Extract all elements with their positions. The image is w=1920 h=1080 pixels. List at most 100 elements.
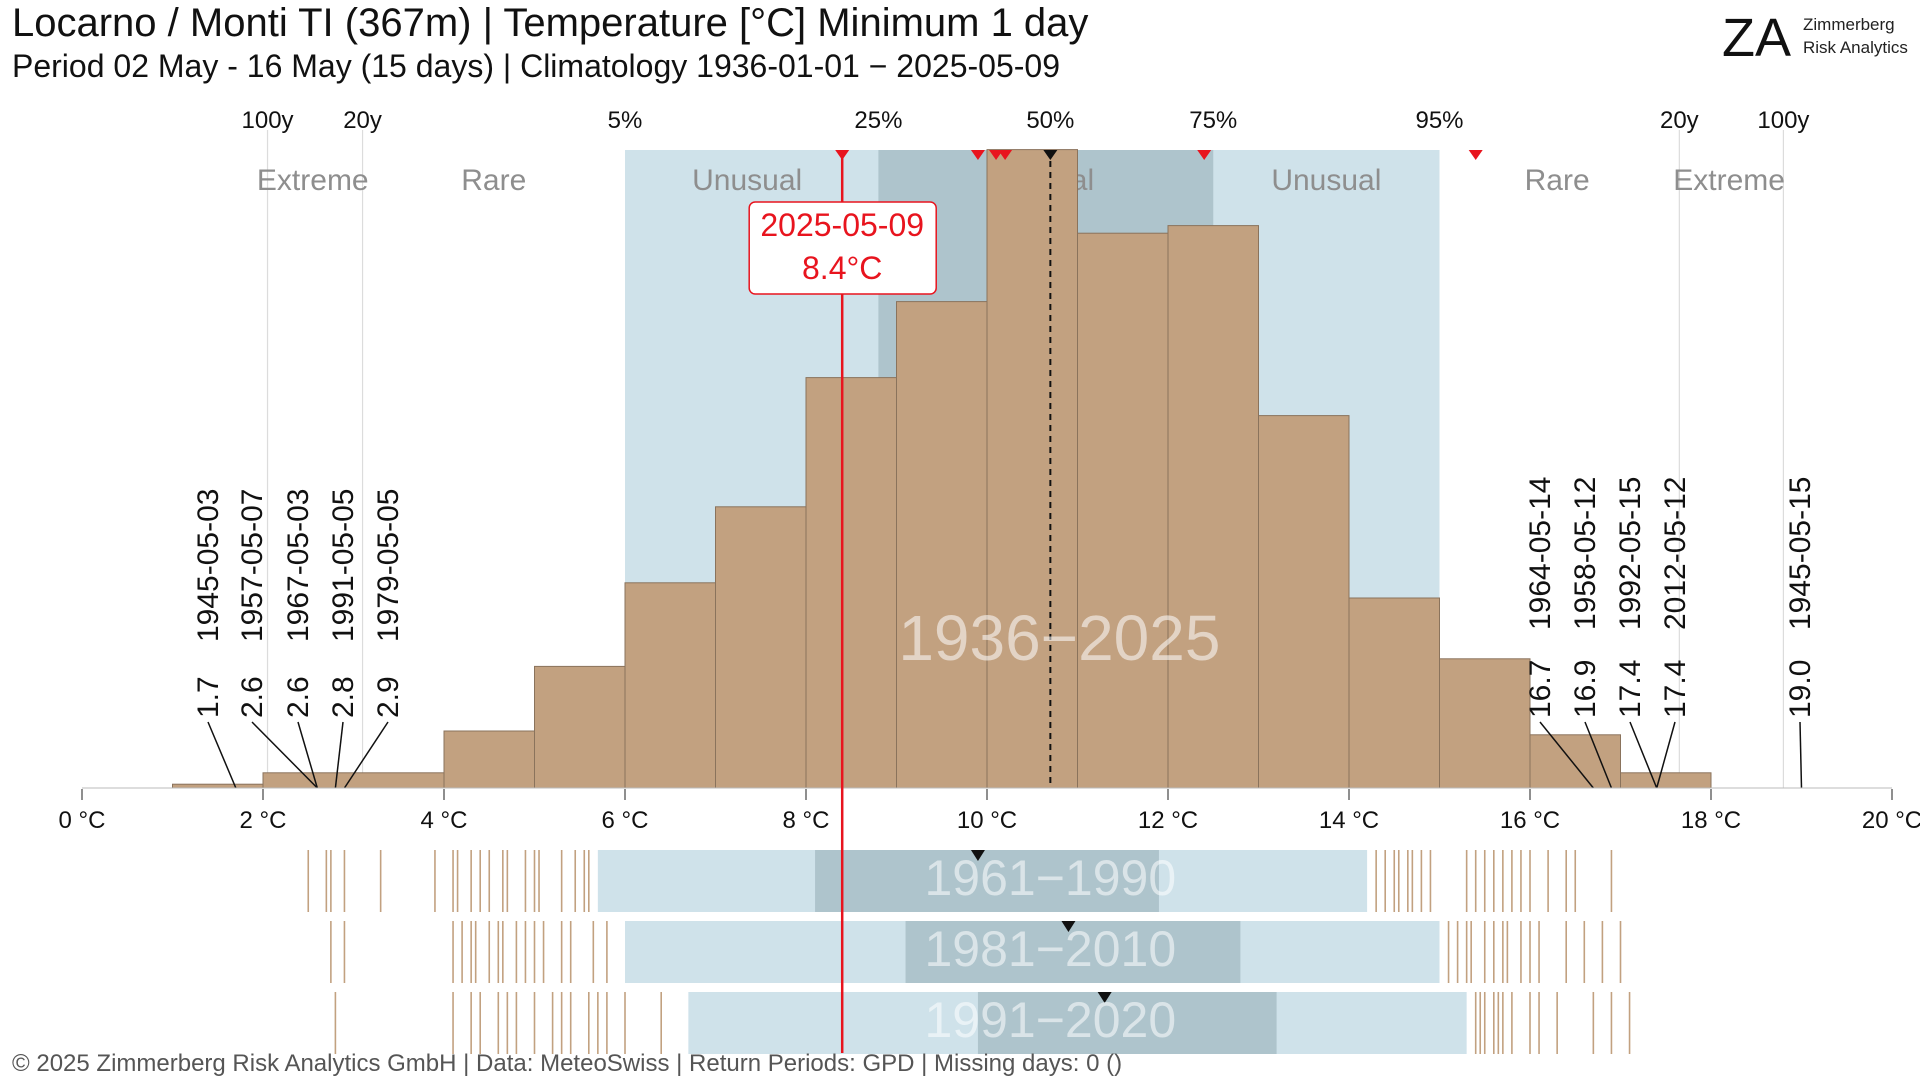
histogram-bar	[1167, 225, 1259, 789]
current-value-callout	[748, 201, 937, 295]
climatology-inner-band	[905, 921, 1241, 983]
extreme-leader-line	[1584, 721, 1613, 789]
extreme-value-label: 1.7	[192, 676, 225, 718]
zone-label: Rare	[461, 164, 526, 197]
current-value: 2025-05-09 8.4°C	[748, 150, 937, 1053]
recent-marker	[1043, 150, 1058, 160]
percentile-label: 50%	[1026, 107, 1074, 134]
x-tick-label: 0 °C	[59, 807, 106, 834]
logo-line1: Zimmerberg	[1803, 15, 1895, 34]
extreme-labels: 1.7 1945-05-03 2.6 1957-05-07 2.6 1967-05-03 2…	[192, 477, 1817, 789]
histogram-bar	[624, 582, 716, 789]
extreme-value-label: 17.4	[1659, 660, 1692, 718]
extreme-leader-line	[251, 721, 318, 789]
extreme-leader-line	[1655, 721, 1676, 789]
extreme-value-label: 16.9	[1569, 660, 1602, 718]
x-tick-label: 14 °C	[1319, 807, 1379, 834]
return-period-gridlines	[266, 130, 1785, 788]
logo-line2: Risk Analytics	[1803, 38, 1908, 57]
zone-labels: ExtremeRareUnusualNormalUnusualRareExtre…	[257, 164, 1785, 197]
percentile-label: 95%	[1415, 107, 1463, 134]
histogram-bar	[715, 506, 807, 789]
period-label-group: 1936−2025	[898, 602, 1220, 674]
x-tick-label: 8 °C	[783, 807, 830, 834]
extreme-value-label: 19.0	[1784, 660, 1817, 718]
chart-title: Locarno / Monti TI (367m) | Temperature …	[12, 1, 1088, 45]
histogram-bar	[1529, 734, 1621, 789]
histogram-bar	[1620, 772, 1712, 789]
histogram-bar	[1439, 658, 1531, 789]
histogram-period-label: 1936−2025	[898, 602, 1220, 674]
return-period-label: 20y	[343, 107, 382, 134]
zone-label: Rare	[1525, 164, 1590, 197]
current-value-label: 8.4°C	[802, 250, 882, 286]
extreme-leader-line	[297, 721, 319, 789]
climatology-median-marker	[970, 850, 985, 861]
return-period-label: 100y	[242, 107, 294, 134]
extreme-date-label: 1967-05-03	[282, 489, 315, 642]
logo-mark: ZA	[1722, 8, 1791, 68]
extreme-date-label: 1958-05-12	[1569, 477, 1602, 630]
extreme-date-label: 1945-05-03	[192, 489, 225, 642]
histogram-bar	[805, 377, 897, 789]
recent-marker	[1197, 150, 1212, 160]
x-tick-label: 2 °C	[240, 807, 287, 834]
chart-subtitle: Period 02 May - 16 May (15 days) | Clima…	[12, 48, 1060, 84]
climatology-inner-band	[815, 850, 1159, 912]
footer-credits: © 2025 Zimmerberg Risk Analytics GmbH | …	[12, 1050, 1122, 1077]
extreme-leader-line	[1629, 721, 1658, 789]
extreme-date-label: 2012-05-12	[1659, 477, 1692, 630]
extreme-value-label: 17.4	[1614, 660, 1647, 718]
histogram-bar	[534, 665, 626, 789]
extreme-leader-line	[343, 721, 389, 789]
histogram-bar	[896, 301, 988, 789]
x-tick-label: 20 °C	[1862, 807, 1920, 834]
recent-marker	[1468, 150, 1483, 160]
x-tick-label: 4 °C	[421, 807, 468, 834]
x-tick-label: 6 °C	[602, 807, 649, 834]
zone-label: Unusual	[1271, 164, 1381, 197]
x-tick-label: 18 °C	[1681, 807, 1741, 834]
extreme-leader-line	[334, 721, 344, 789]
top-axis-labels: 5% 25% 50% 75% 95% 100y 20y 20y 100y	[242, 107, 1810, 134]
recent-marker	[998, 150, 1013, 160]
extreme-leader-line	[1799, 721, 1803, 789]
extreme-value-label: 2.8	[327, 676, 360, 718]
extreme-value-label: 16.7	[1524, 660, 1557, 718]
climatology-period-label: 1991−2020	[925, 992, 1177, 1048]
percentile-label: 5%	[608, 107, 643, 134]
percentile-label: 75%	[1189, 107, 1237, 134]
histogram	[172, 149, 1712, 789]
x-tick-label: 16 °C	[1500, 807, 1560, 834]
extreme-date-label: 1992-05-15	[1614, 477, 1647, 630]
climatology-period-label: 1961−1990	[925, 850, 1177, 906]
extreme-leader-line	[1539, 721, 1594, 789]
climatology-median-marker	[1097, 992, 1112, 1003]
histogram-bar	[1258, 415, 1350, 789]
histogram-bar	[172, 783, 264, 789]
climatology-period-label: 1981−2010	[925, 921, 1177, 977]
percentile-label: 25%	[854, 107, 902, 134]
histogram-bar	[443, 730, 535, 789]
extreme-date-label: 1957-05-07	[236, 489, 269, 642]
extreme-value-label: 2.6	[236, 676, 269, 718]
return-period-label: 100y	[1757, 107, 1809, 134]
extreme-value-label: 2.9	[372, 676, 405, 718]
extreme-date-label: 1991-05-05	[327, 489, 360, 642]
histogram-bar	[1348, 597, 1440, 789]
recent-marker	[989, 150, 1004, 160]
extreme-leader-line	[207, 721, 237, 789]
extreme-date-label: 1964-05-14	[1524, 477, 1557, 630]
zone-label: Extreme	[1673, 164, 1785, 197]
extreme-date-label: 1945-05-15	[1784, 477, 1817, 630]
x-tick-label: 12 °C	[1138, 807, 1198, 834]
return-period-label: 20y	[1660, 107, 1699, 134]
zone-label: Extreme	[257, 164, 369, 197]
recent-marker	[970, 150, 985, 160]
x-axis: 0 °C 2 °C 4 °C 6 °C 8 °C 10 °C 12 °C 14 °C 16 °C…	[59, 787, 1920, 834]
climatology-bars: 1961−1990 1981−2010 1991−2020	[307, 850, 1631, 1054]
x-tick-label: 10 °C	[957, 807, 1017, 834]
zone-label: Unusual	[692, 164, 802, 197]
current-date-label: 2025-05-09	[760, 207, 924, 243]
